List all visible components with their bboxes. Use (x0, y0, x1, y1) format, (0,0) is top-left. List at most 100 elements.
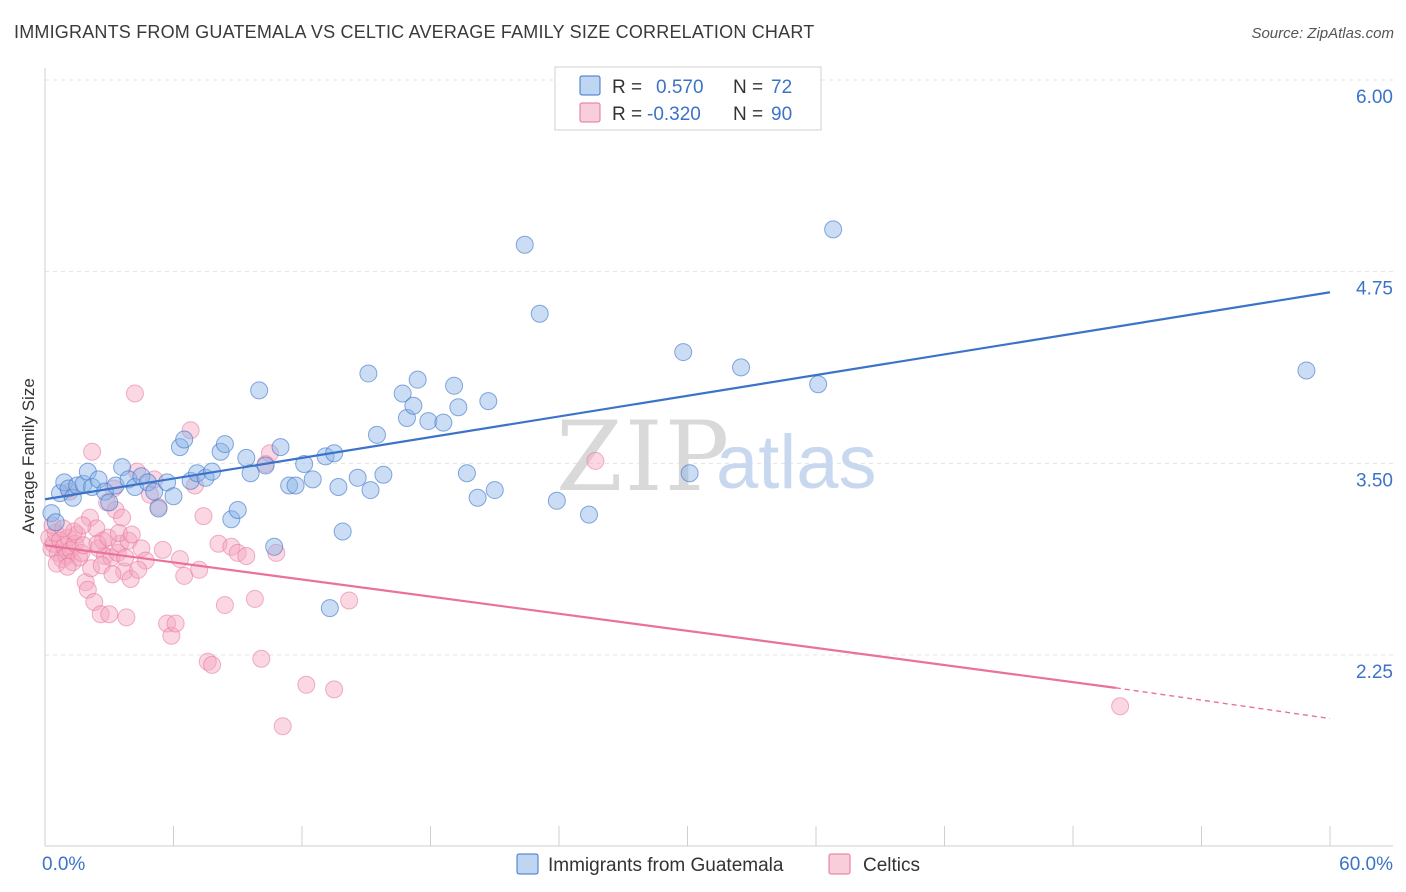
series-guatemala-points (42, 220, 1316, 618)
guatemala-point (579, 505, 598, 524)
celtics-point (83, 442, 102, 461)
guatemala-point (824, 220, 843, 239)
celtics-point (297, 675, 316, 694)
guatemala-point (222, 510, 241, 529)
celtics-point (54, 519, 73, 538)
guatemala-point (215, 435, 234, 454)
celtics-point (58, 557, 77, 576)
guatemala-point (237, 448, 256, 467)
gridlines (45, 79, 1393, 656)
celtics-point (125, 384, 144, 403)
celtics-point (175, 566, 194, 585)
legend-r-label-guatemala: R = (612, 77, 642, 98)
celtics-point (109, 524, 128, 542)
celtics-point (273, 717, 292, 736)
celtics-point (100, 605, 119, 624)
guatemala-point (468, 488, 487, 507)
guatemala-point (680, 464, 699, 483)
celtics-point (1111, 697, 1130, 716)
guatemala-point (419, 412, 438, 431)
celtics-point (194, 507, 213, 526)
guatemala-point (329, 478, 348, 496)
guatemala-point (295, 455, 314, 473)
guatemala-point (732, 358, 751, 377)
guatemala-point (175, 430, 194, 449)
y-tick-label: 2.25 (1356, 662, 1393, 683)
celtics-point (129, 560, 148, 579)
guatemala-point (485, 481, 504, 500)
x-tick-label-min: 0.0% (42, 854, 85, 875)
guatemala-point (333, 522, 352, 541)
legend-r-value-guatemala: 0.570 (656, 77, 704, 98)
legend-n-value-celtics: 90 (771, 104, 792, 125)
source-label: Source: ZipAtlas.com (1251, 25, 1394, 42)
celtics-point (237, 547, 256, 565)
guatemala-point (445, 376, 464, 395)
trend-line-celtics-extension (1115, 687, 1331, 720)
guatemala-point (320, 599, 339, 618)
x-tick-label-max: 60.0% (1339, 854, 1393, 875)
celtics-point (47, 554, 66, 573)
guatemala-point (42, 504, 61, 523)
guatemala-point (809, 375, 828, 394)
guatemala-point (515, 235, 534, 254)
guatemala-point (479, 392, 498, 411)
guatemala-point (434, 413, 453, 432)
guatemala-point (286, 476, 305, 495)
guatemala-point (374, 465, 393, 484)
watermark-zip: ZIP (556, 401, 731, 513)
legend-n-label-celtics: N = (733, 104, 763, 125)
guatemala-point (359, 364, 378, 383)
celtics-point (113, 508, 132, 527)
guatemala-point (361, 481, 380, 500)
celtics-point (106, 501, 125, 519)
bottom-legend-swatch-guatemala (516, 853, 539, 875)
guatemala-point (674, 343, 693, 362)
y-axis-label: Average Family Size (19, 378, 38, 534)
celtics-point (190, 560, 209, 579)
guatemala-point (265, 537, 284, 556)
celtics-point (340, 591, 359, 610)
celtics-point (99, 528, 118, 547)
guatemala-point (149, 499, 168, 518)
celtics-point (115, 562, 134, 581)
guatemala-point (393, 384, 412, 403)
trend-line-celtics (44, 544, 1116, 689)
celtics-point (122, 525, 141, 544)
guatemala-point (404, 396, 423, 415)
y-tick-labels: 2.25 3.50 4.75 6.00 (1356, 87, 1393, 683)
guatemala-point (241, 464, 260, 483)
legend-n-label-guatemala: N = (733, 77, 763, 98)
y-tick-label: 3.50 (1356, 470, 1393, 491)
celtics-point (82, 559, 101, 578)
guatemala-point (271, 438, 290, 457)
guatemala-point (164, 487, 183, 506)
guatemala-point (303, 470, 322, 489)
guatemala-point (46, 513, 65, 532)
celtics-point (153, 540, 172, 559)
celtics-point (73, 516, 92, 535)
bottom-legend-label-guatemala: Immigrants from Guatemala (548, 855, 784, 876)
guatemala-point (228, 501, 247, 519)
y-tick-label: 4.75 (1356, 279, 1393, 300)
guatemala-point (530, 304, 549, 323)
celtics-point (203, 655, 222, 674)
celtics-point (245, 589, 264, 608)
celtics-point (586, 451, 605, 470)
celtics-point (215, 596, 234, 615)
celtics-point (80, 508, 99, 527)
celtics-point (252, 649, 271, 668)
legend-swatch-celtics (579, 102, 601, 123)
series-legend: Immigrants from Guatemala Celtics (516, 853, 920, 876)
guatemala-point (250, 381, 269, 400)
correlation-legend: R = 0.570 N = 72 R = -0.320 N = 90 (554, 66, 822, 131)
bottom-legend-swatch-celtics (828, 853, 851, 875)
celtics-point (166, 614, 185, 633)
legend-n-value-guatemala: 72 (771, 77, 792, 98)
trend-lines (44, 291, 1331, 720)
celtics-point (103, 565, 122, 584)
celtics-point (93, 531, 112, 550)
celtics-point (76, 573, 95, 592)
guatemala-point (408, 370, 427, 389)
